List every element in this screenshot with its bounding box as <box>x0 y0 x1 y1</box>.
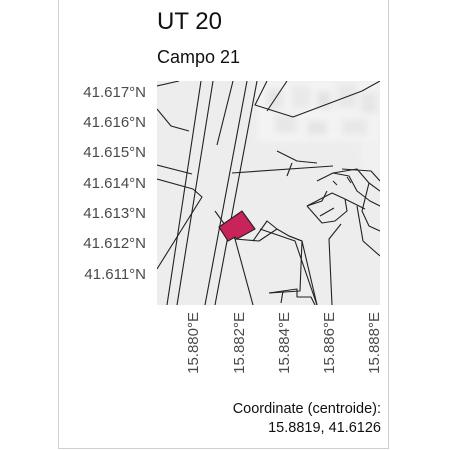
y-tick-label: 41.617°N <box>83 84 146 101</box>
y-tick-label: 41.616°N <box>83 114 146 131</box>
y-tick-label: 41.615°N <box>83 144 146 161</box>
cadastral-map[interactable] <box>157 81 380 305</box>
y-tick-label: 41.611°N <box>84 266 146 283</box>
basemap-blur <box>257 81 380 171</box>
x-tick-label: 15.882°E <box>231 312 248 374</box>
x-tick-label: 15.880°E <box>185 312 202 374</box>
plot-frame <box>58 0 389 449</box>
centroid-caption: Coordinate (centroide): 15.8819, 41.6126 <box>233 400 381 438</box>
x-tick-label: 15.886°E <box>321 312 338 374</box>
map-title: UT 20 <box>157 8 222 35</box>
y-tick-label: 41.612°N <box>83 235 146 252</box>
x-tick-label: 15.884°E <box>276 312 293 374</box>
y-tick-label: 41.613°N <box>83 205 146 222</box>
x-tick-label: 15.888°E <box>366 312 383 374</box>
centroid-caption-label: Coordinate (centroide): <box>232 401 381 417</box>
parcel-lines <box>157 81 380 305</box>
highlighted-parcel <box>218 210 256 242</box>
centroid-caption-value: 15.8819, 41.6126 <box>268 420 381 436</box>
map-subtitle: Campo 21 <box>157 47 241 67</box>
y-tick-label: 41.614°N <box>83 175 146 192</box>
